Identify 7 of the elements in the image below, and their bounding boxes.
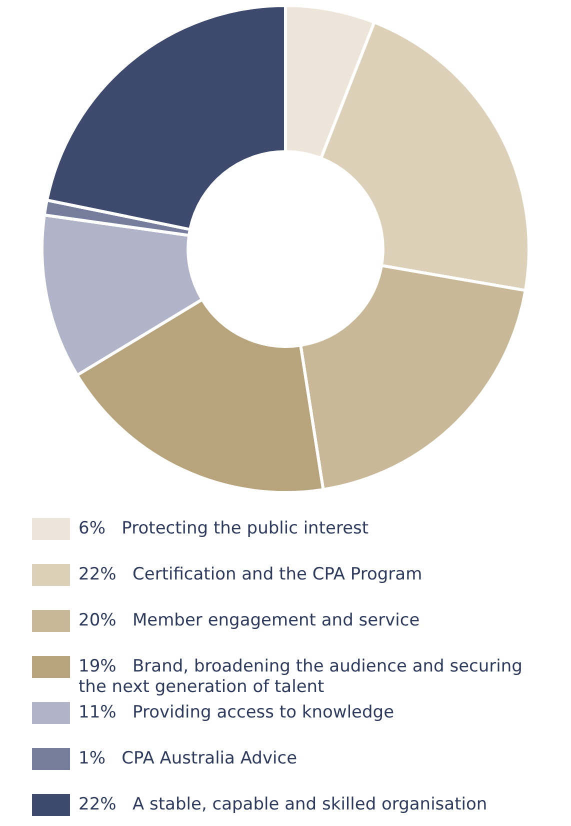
legend-label: 20% Member engagement and service: [78, 610, 420, 630]
legend-label: 1% CPA Australia Advice: [78, 748, 298, 768]
legend-label: 6% Protecting the public interest: [78, 518, 369, 538]
legend-label: 22% Certification and the CPA Program: [78, 564, 422, 584]
legend-label: 11% Providing access to knowledge: [78, 702, 394, 722]
legend-label: 19% Brand, broadening the audience and securing the next generation of talent: [78, 656, 522, 697]
legend-label: 22% A stable, capable and skilled organisation: [78, 794, 488, 814]
